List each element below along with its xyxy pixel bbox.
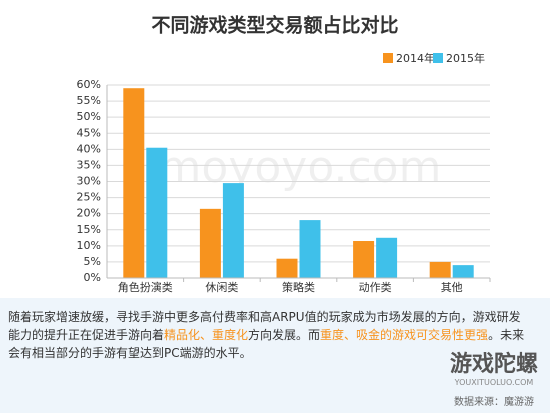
y-tick-label: 15% [77,223,101,236]
y-tick-label: 20% [77,207,101,220]
note-text: 随着玩家增速放缓，寻找手游中更多高付费率和高ARPU值的玩家成为市场发展的方向，… [8,310,521,342]
bar [222,183,244,278]
brand: 游戏陀螺 YOUXITUOLUO.COM 数据来源：魔游游 [450,346,538,408]
x-tick-label: 休闲类 [205,280,238,294]
bar [452,265,474,278]
note-text: 。未来会有相当部分的手游有望达到PC端游的水平。 [8,328,525,360]
y-tick-label: 25% [77,191,101,204]
x-tick-label: 策略类 [282,280,315,294]
bar [276,258,298,278]
y-tick-label: 55% [77,94,101,107]
chart-title: 不同游戏类型交易额占比对比 [151,14,398,37]
y-tick-label: 10% [77,239,101,252]
legend-swatch [433,53,443,63]
bar [429,261,451,278]
bar [123,88,145,278]
note-text: 精品化、重度化 [164,328,249,342]
note-text: 重度、吸金的游戏可交易性更强 [320,328,489,342]
y-tick-label: 0% [84,271,101,284]
y-tick-label: 40% [77,142,101,155]
brand-site: YOUXITUOLUO.COM [454,378,534,387]
x-tick-label: 其他 [441,281,463,294]
watermark: moyoyo.com [159,142,442,193]
legend-swatch [383,53,393,63]
legend-label: 2015年 [446,51,485,65]
y-tick-label: 60% [77,78,101,91]
y-tick-label: 30% [77,175,101,188]
bar [299,220,321,278]
legend-label: 2014年 [396,51,435,65]
bar [376,237,398,278]
bar [146,147,168,278]
bar [199,208,221,278]
note: 随着玩家增速放缓，寻找手游中更多高付费率和高ARPU值的玩家成为市场发展的方向，… [8,308,528,362]
y-tick-label: 5% [84,255,101,268]
note-background [0,298,550,413]
brand-name: 游戏陀螺 [449,352,538,377]
y-tick-label: 35% [77,158,101,171]
bar [353,241,375,278]
x-tick-label: 角色扮演类 [118,280,173,294]
brand-source: 数据来源：魔游游 [453,397,534,408]
x-tick-label: 动作类 [359,280,392,294]
y-tick-label: 45% [77,126,101,139]
y-tick-label: 50% [77,110,101,123]
note-text: 方向发展。而 [248,328,321,342]
